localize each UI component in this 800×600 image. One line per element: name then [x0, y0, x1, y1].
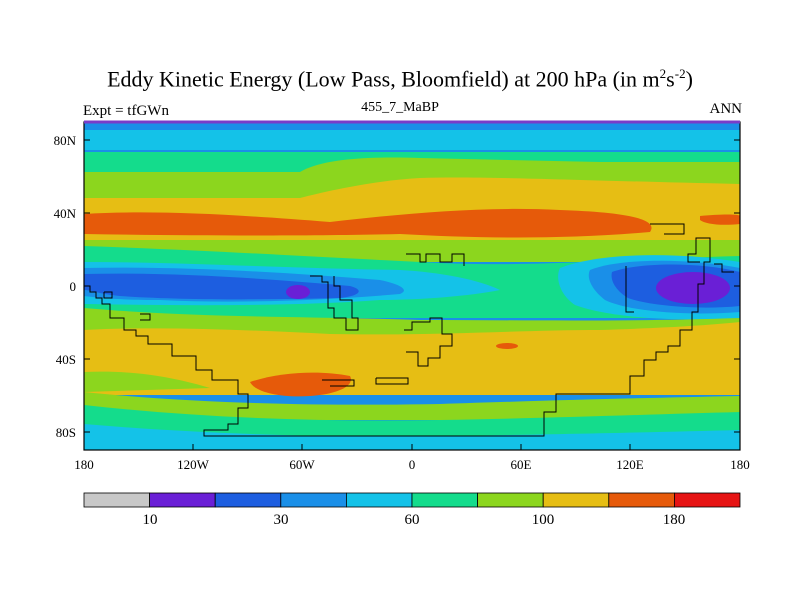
plot-title: Eddy Kinetic Energy (Low Pass, Bloomfiel… — [107, 66, 693, 92]
y-label-40n: 40N — [54, 206, 77, 221]
colorbar-box — [542, 492, 610, 508]
coastline-mediterranean — [406, 253, 465, 266]
coastline-africa — [404, 317, 453, 367]
coastline-island-hawaii — [103, 291, 113, 299]
y-axis-labels: 80N 40N 0 40S 80S — [54, 133, 77, 440]
coastline-main — [84, 237, 711, 437]
colorbar-box — [149, 492, 216, 508]
coastline-island-south — [375, 377, 409, 385]
contour-field — [84, 122, 740, 450]
colorbar-label-180: 180 — [663, 512, 686, 528]
colorbar-box — [608, 492, 675, 508]
coastline-islands — [714, 263, 734, 273]
case-label: 455_7_MaBP — [361, 100, 439, 115]
y-ticks — [84, 139, 740, 433]
y-label-80s: 80S — [56, 425, 76, 440]
coastline-island-small — [140, 313, 151, 321]
contour-band-high-north — [84, 130, 740, 150]
contour-max-south-small — [496, 343, 518, 349]
colorbar-label-60: 60 — [405, 512, 420, 528]
coastlines — [84, 223, 734, 437]
x-label-120e: 120E — [616, 457, 644, 472]
colorbar-box — [280, 492, 347, 508]
colorbar-box — [214, 492, 282, 508]
x-label-120w: 120W — [177, 457, 210, 472]
experiment-label: Expt = tfGWn — [83, 103, 169, 119]
contour-band-jet-south — [84, 322, 740, 395]
contour-band-polar-south — [84, 424, 740, 450]
colorbar-box — [477, 492, 544, 508]
colorbar-labels: 10 30 60 100 180 — [143, 512, 686, 528]
x-ticks — [83, 444, 741, 450]
contour-band-south-edge-green — [84, 371, 210, 392]
colorbar-box — [83, 492, 150, 508]
season-label: ANN — [709, 101, 743, 117]
coastline-japan — [650, 223, 685, 235]
colorbar-box — [674, 492, 741, 508]
x-axis-labels: 180 120W 60W 0 60E 120E 180 — [74, 457, 750, 472]
x-label-60e: 60E — [511, 457, 532, 472]
x-label-0: 0 — [409, 457, 416, 472]
colorbar-box — [345, 492, 413, 508]
colorbar-label-10: 10 — [143, 512, 158, 528]
contour-min-atlantic — [286, 285, 310, 299]
colorbar-box — [411, 492, 478, 508]
y-label-80n: 80N — [54, 133, 77, 148]
colorbar-label-30: 30 — [274, 512, 289, 528]
contour-min-pacific — [656, 272, 730, 304]
x-label-180e: 180 — [730, 457, 750, 472]
contour-jet-core-south — [250, 372, 351, 397]
coastline-south-america-tip — [322, 379, 355, 387]
x-label-180w: 180 — [74, 457, 94, 472]
contour-jet-core-east — [700, 214, 740, 225]
y-label-0: 0 — [70, 279, 77, 294]
contour-band-south-teal — [84, 405, 740, 436]
y-label-40s: 40S — [56, 352, 76, 367]
x-label-60w: 60W — [289, 457, 315, 472]
colorbar-label-100: 100 — [532, 512, 555, 528]
coastline-asia — [625, 266, 634, 313]
colorbar — [83, 492, 741, 508]
contour-band-south-green — [84, 392, 740, 420]
coastline-central-america — [310, 275, 359, 331]
contour-jet-core-north — [84, 208, 652, 238]
